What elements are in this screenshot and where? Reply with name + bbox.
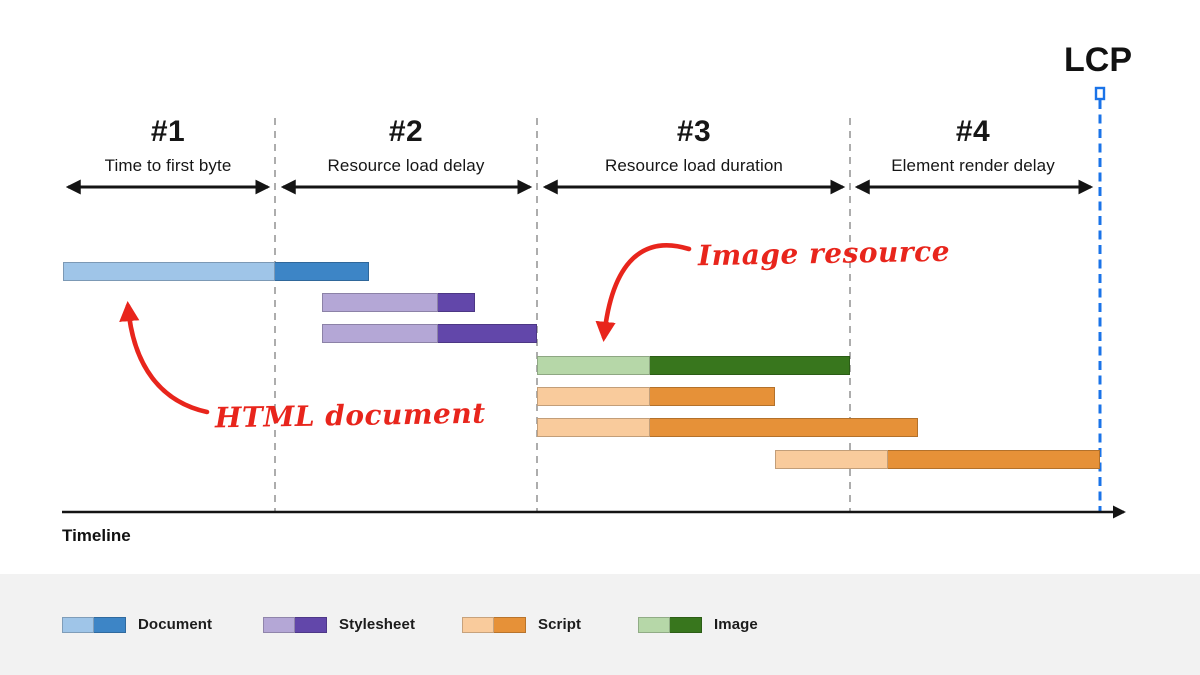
legend-item-image: Image	[638, 616, 758, 633]
phase-header-3: #3 Resource load duration	[544, 117, 844, 176]
timeline-axis-label: Timeline	[62, 526, 131, 545]
legend-label-document: Document	[138, 616, 213, 633]
legend-item-script: Script	[462, 616, 581, 633]
script-swatch-icon	[462, 616, 526, 633]
image-resource-annotation: Image resource	[697, 234, 951, 273]
phase-3-label: Resource load duration	[605, 156, 783, 175]
script-bar-dark-segment	[650, 387, 775, 406]
legend-item-document: Document	[62, 616, 212, 633]
stylesheet-bar-light-segment	[322, 293, 438, 312]
image-bar-light-segment	[537, 356, 650, 375]
legend-item-stylesheet: Stylesheet	[263, 616, 415, 633]
script-bar	[775, 450, 1100, 469]
script-bar-light-segment	[537, 418, 650, 437]
script-bar	[537, 418, 918, 437]
phase-1-label: Time to first byte	[104, 156, 232, 175]
image-bar	[537, 356, 850, 375]
script-bar-light-segment	[537, 387, 650, 406]
html-document-annotation: HTML document	[214, 396, 486, 435]
script-bar-dark-segment	[888, 450, 1100, 469]
document-swatch-icon	[62, 616, 126, 633]
stylesheet-bar-light-segment	[322, 324, 438, 343]
phase-3-number: #3	[676, 115, 712, 148]
phase-2-number: #2	[388, 115, 424, 148]
phase-header-1: #1 Time to first byte	[18, 117, 318, 176]
stylesheet-bar	[322, 324, 537, 343]
legend-label-script: Script	[538, 616, 582, 633]
document-bar-light-segment	[63, 262, 275, 281]
stylesheet-swatch-icon	[263, 616, 327, 633]
stylesheet-bar	[322, 293, 475, 312]
stylesheet-bar-dark-segment	[438, 324, 537, 343]
stylesheet-bar-dark-segment	[438, 293, 475, 312]
html-document-arrow	[119, 300, 210, 415]
script-bar-dark-segment	[650, 418, 918, 437]
document-bar	[63, 262, 369, 281]
lcp-title: LCP	[1064, 41, 1132, 79]
legend-label-stylesheet: Stylesheet	[339, 616, 416, 633]
script-bar-light-segment	[775, 450, 888, 469]
script-bar	[537, 387, 775, 406]
phase-2-label: Resource load delay	[327, 156, 485, 175]
lcp-marker-handle-icon	[1094, 86, 1106, 101]
document-bar-dark-segment	[275, 262, 369, 281]
phase-1-number: #1	[150, 115, 186, 148]
image-resource-arrow	[595, 243, 692, 343]
phase-4-label: Element render delay	[891, 156, 1055, 175]
phase-4-number: #4	[955, 115, 991, 148]
image-swatch-icon	[638, 616, 702, 633]
phase-header-2: #2 Resource load delay	[256, 117, 556, 176]
image-bar-dark-segment	[650, 356, 850, 375]
legend-label-image: Image	[714, 616, 758, 633]
phase-header-4: #4 Element render delay	[823, 117, 1123, 176]
legend-band: Document Stylesheet Script Image	[0, 574, 1200, 675]
